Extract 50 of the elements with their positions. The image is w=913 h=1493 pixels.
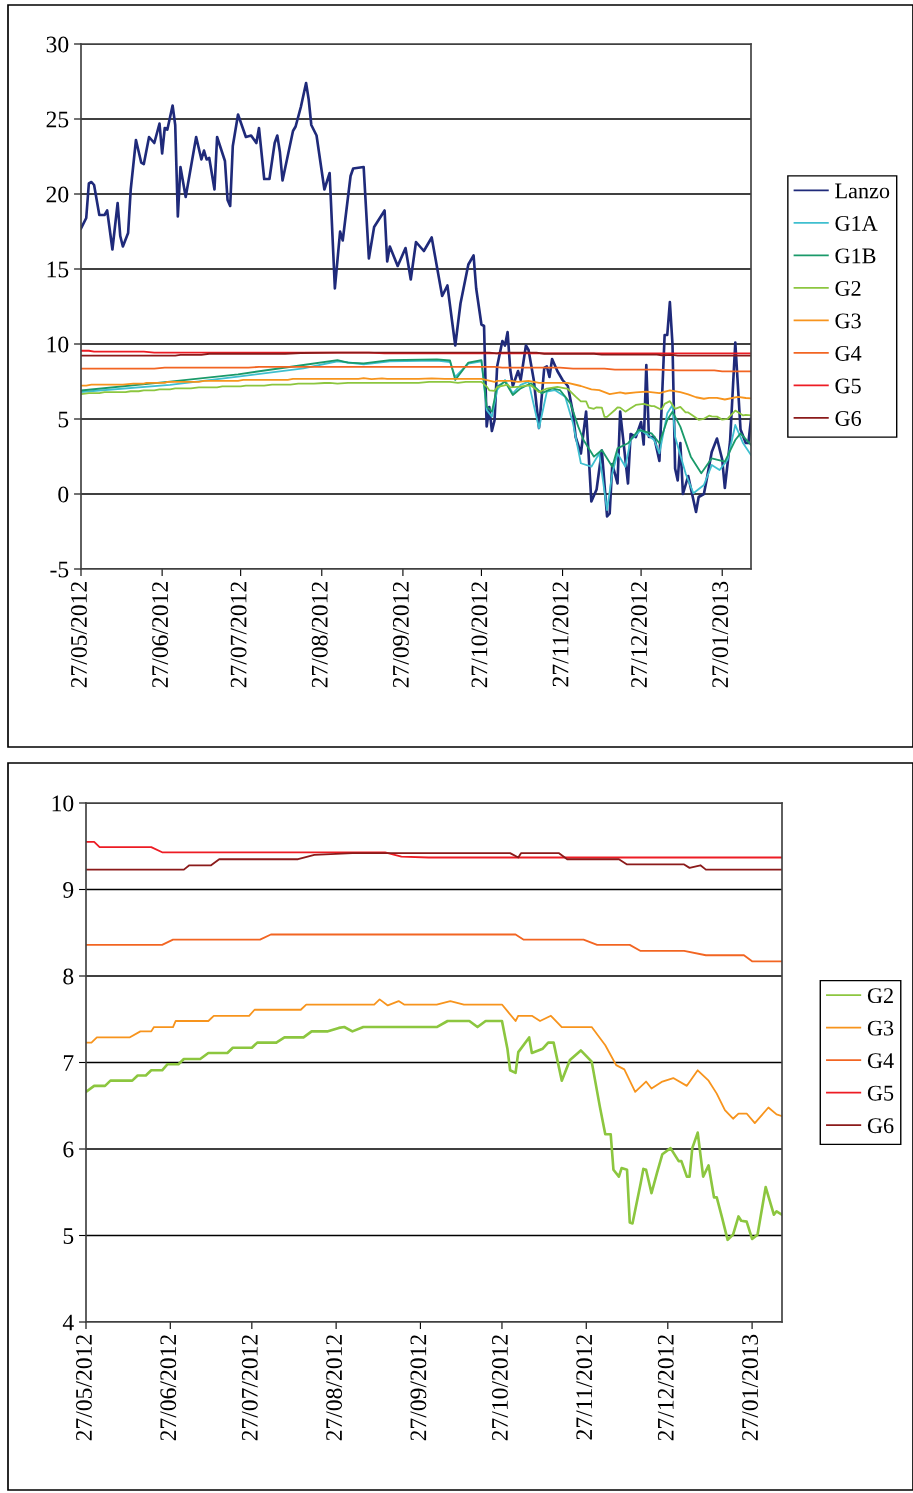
x-tick-label: 27/09/2012 xyxy=(392,582,409,688)
x-tick-label: 27/07/2012 xyxy=(230,582,247,688)
legend-label: G4 xyxy=(867,1053,894,1069)
legend-label: G2 xyxy=(867,988,893,1004)
x-tick-label: 27/07/2012 xyxy=(241,1335,258,1441)
line-series xyxy=(86,841,782,859)
legend-label: G3 xyxy=(835,313,861,329)
y-tick-label: -5 xyxy=(50,561,69,578)
y-tick-label: 10 xyxy=(47,336,69,353)
x-tick-label: 27/01/2013 xyxy=(712,581,729,688)
x-tick-label: 27/01/2013 xyxy=(742,1334,758,1441)
x-tick-label: 27/08/2012 xyxy=(311,582,328,688)
legend-label: G2 xyxy=(835,280,861,296)
x-tick-label: 27/08/2012 xyxy=(326,1335,343,1441)
x-tick-label: 27/06/2012 xyxy=(152,582,169,688)
y-tick-label: 7 xyxy=(63,1055,74,1071)
y-tick-label: 6 xyxy=(63,1141,74,1158)
x-tick-label: 27/11/2012 xyxy=(552,582,569,687)
x-tick-label: 27/12/2012 xyxy=(631,582,647,688)
legend-label: G6 xyxy=(867,1118,894,1134)
y-tick-label: 0 xyxy=(58,486,69,503)
y-tick-label: 4 xyxy=(62,1314,74,1331)
y-tick-label: 15 xyxy=(47,261,69,278)
x-tick-label: 27/09/2012 xyxy=(410,1335,427,1441)
y-tick-label: 8 xyxy=(63,968,74,985)
x-tick-label: 27/11/2012 xyxy=(576,1335,593,1440)
x-tick-label: 27/10/2012 xyxy=(491,1335,508,1441)
line-series xyxy=(86,852,782,871)
line-series xyxy=(81,377,751,401)
y-tick-label: 30 xyxy=(46,36,69,53)
legend-label: G1B xyxy=(835,248,876,264)
y-tick-label: 5 xyxy=(58,411,69,428)
legend-label: G6 xyxy=(835,410,862,426)
legend-label: G4 xyxy=(835,345,862,361)
x-tick-label: 27/05/2012 xyxy=(70,582,87,688)
legend-label: G5 xyxy=(867,1085,894,1101)
y-tick-label: 5 xyxy=(63,1228,74,1244)
x-tick-label: 27/05/2012 xyxy=(75,1335,92,1441)
legend-label: G5 xyxy=(835,378,861,394)
y-tick-label: 9 xyxy=(63,882,74,898)
y-tick-label: 20 xyxy=(46,186,69,203)
legend-label: G3 xyxy=(867,1020,894,1036)
x-tick-label: 27/10/2012 xyxy=(471,582,488,688)
line-series xyxy=(86,933,782,963)
x-tick-label: 27/12/2012 xyxy=(657,1335,674,1441)
x-tick-label: 27/06/2012 xyxy=(160,1335,177,1441)
y-tick-label: 25 xyxy=(46,111,69,128)
legend-label: G1A xyxy=(835,215,878,231)
y-tick-label: 10 xyxy=(52,795,74,812)
legend-label: Lanzo xyxy=(835,183,890,199)
